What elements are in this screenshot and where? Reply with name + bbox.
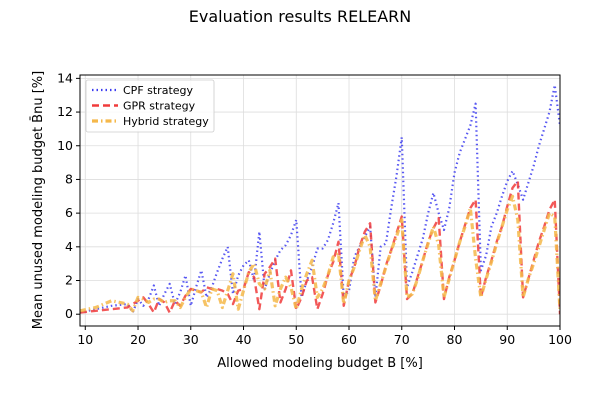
series-line-hybrid-strategy [80,194,560,313]
legend-label: GPR strategy [123,100,196,113]
legend-label: Hybrid strategy [123,115,209,128]
y-axis-label: Mean unused modeling budget B̄nu [%] [31,71,46,329]
x-tick-label: 50 [288,332,304,347]
x-axis-label: Allowed modeling budget B [%] [217,356,423,371]
x-tick-label: 90 [499,332,515,347]
series-line-gpr-strategy [80,179,560,315]
y-tick-label: 12 [57,104,73,119]
series-layer [80,84,560,315]
x-tick-label: 40 [236,332,252,347]
y-tick-label: 2 [65,273,73,288]
x-tick-label: 10 [77,332,93,347]
y-tick-label: 6 [65,205,73,220]
x-tick-label: 60 [341,332,357,347]
y-tick-label: 0 [65,306,73,321]
y-axis: 0 2 4 6 8 10 12 14 [57,70,80,321]
y-tick-label: 8 [65,171,73,186]
chart-title: Evaluation results RELEARN [189,7,411,26]
plot-frame [79,74,561,327]
legend: CPF strategy GPR strategy Hybrid strategy [85,79,215,133]
x-tick-label: 80 [447,332,463,347]
x-tick-label: 20 [130,332,146,347]
grid [80,75,561,326]
y-tick-label: 10 [57,138,73,153]
x-axis: 10 20 30 40 50 60 70 80 90 100 [77,326,572,347]
y-tick-label: 14 [57,70,73,85]
x-tick-label: 30 [183,332,199,347]
legend-box [85,79,215,133]
series-line-cpf-strategy [80,84,560,314]
y-tick-label: 4 [65,239,73,254]
x-tick-label: 100 [548,332,572,347]
legend-label: CPF strategy [123,84,194,97]
x-tick-label: 70 [394,332,410,347]
